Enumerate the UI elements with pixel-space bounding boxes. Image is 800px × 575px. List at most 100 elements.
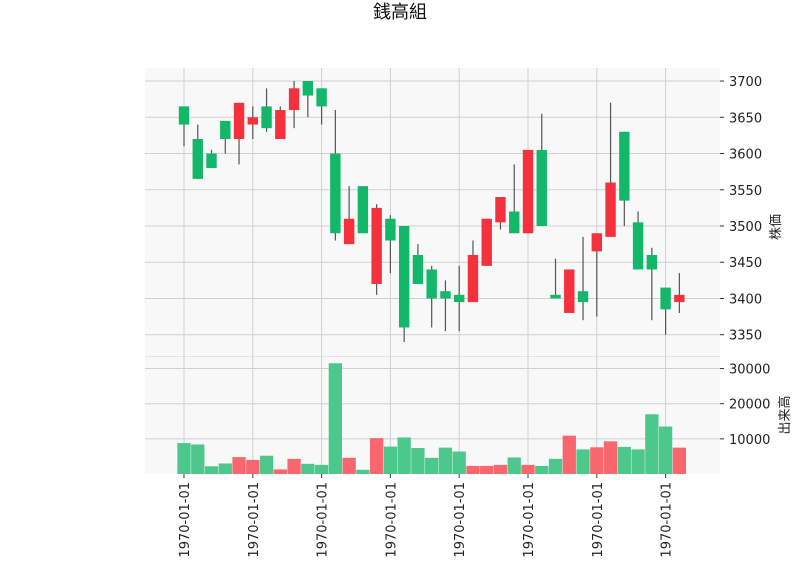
candle-body <box>577 291 589 303</box>
candle <box>247 106 258 140</box>
candle <box>371 204 382 295</box>
candle-body <box>371 207 382 284</box>
volume-bar <box>287 458 301 474</box>
candle <box>206 149 217 169</box>
candle-body <box>206 153 217 169</box>
volume-bar <box>645 414 659 474</box>
candle <box>577 236 589 321</box>
volume-bar <box>603 441 618 474</box>
volume-bar <box>452 451 466 474</box>
candle-body <box>275 110 286 140</box>
volume-bar <box>466 465 480 474</box>
volume-bar <box>590 447 604 474</box>
candle-body <box>288 88 300 111</box>
volume-bar <box>273 469 287 474</box>
volume-bar <box>177 443 191 474</box>
x-tick-label: 1970-01-01 <box>384 482 399 558</box>
candle-body <box>412 254 424 284</box>
candle-body <box>674 294 685 303</box>
candle-body <box>398 225 410 328</box>
x-axis: 1970-01-01 1970-01-01 1970-01-01 1970-01-01… <box>178 474 675 558</box>
x-tick-label: 1970-01-01 <box>453 482 468 558</box>
candle <box>440 280 451 332</box>
candle-body <box>385 218 396 241</box>
volume-bar <box>576 449 590 474</box>
candle-body <box>550 294 561 299</box>
candle <box>632 211 644 270</box>
price-tick-label: 3600 <box>729 148 762 163</box>
candle <box>233 102 245 165</box>
candle <box>481 218 492 266</box>
candle <box>302 81 314 118</box>
volume-bar <box>425 457 439 474</box>
price-tick-label: 3400 <box>729 292 762 307</box>
candle <box>192 124 203 179</box>
volume-bar <box>397 437 411 474</box>
candle-body <box>192 139 203 179</box>
x-tick-label: 1970-01-01 <box>660 482 675 558</box>
volume-bar <box>535 465 549 474</box>
volume-bar <box>232 457 246 474</box>
price-tick-label: 3450 <box>729 256 762 271</box>
candle <box>646 247 658 321</box>
candle <box>591 233 602 317</box>
candle <box>330 110 341 241</box>
volume-bar <box>342 457 356 474</box>
candle <box>385 215 396 274</box>
price-axis: 3350 3400 3450 3500 3550 3600 3650 3700 <box>720 75 762 344</box>
volume-bar <box>521 464 535 474</box>
candle <box>495 197 506 230</box>
candle-body <box>343 218 355 245</box>
candle-body <box>316 88 327 107</box>
candle <box>536 113 547 226</box>
volume-axis-label: 出来高 <box>777 395 793 434</box>
volume-bar <box>369 438 384 474</box>
candle <box>357 186 369 234</box>
price-tick-label: 3500 <box>729 220 762 235</box>
candle <box>522 149 534 234</box>
volume-bar <box>328 363 343 474</box>
candle-body <box>261 106 272 129</box>
chart-title: 銭高組 <box>373 2 427 23</box>
candle-body <box>646 254 658 270</box>
candle <box>426 265 437 328</box>
candle <box>619 131 630 226</box>
candle <box>674 273 685 313</box>
volume-tick-label: 10000 <box>729 433 770 448</box>
volume-bar <box>314 464 329 474</box>
volume-bar <box>218 463 232 474</box>
candle <box>261 88 272 132</box>
volume-bar <box>246 459 260 474</box>
candle-body <box>522 149 534 234</box>
x-tick-label: 1970-01-01 <box>522 482 537 558</box>
price-tick-label: 3700 <box>729 75 762 90</box>
candle-body <box>591 233 602 252</box>
volume-bars <box>177 363 687 474</box>
candle-body <box>509 211 520 234</box>
candle-body <box>220 120 231 140</box>
candle <box>550 258 561 299</box>
volume-axis: 10000 20000 30000 <box>720 363 770 448</box>
candle-body <box>660 287 671 310</box>
candles <box>178 81 685 342</box>
volume-bar <box>383 446 398 474</box>
candle-body <box>632 222 644 270</box>
candle-body <box>233 102 245 140</box>
candle <box>660 287 671 335</box>
price-tick-label: 3650 <box>729 111 762 126</box>
volume-tick-label: 20000 <box>729 398 770 413</box>
x-tick-label: 1970-01-01 <box>247 482 262 558</box>
volume-bar <box>617 446 631 474</box>
candle <box>467 240 479 303</box>
candle-body <box>564 269 575 313</box>
candle-body <box>481 218 492 266</box>
volume-bar <box>493 464 508 474</box>
candle-body <box>357 186 369 234</box>
candle-body <box>536 149 547 226</box>
candle <box>398 225 410 342</box>
candle <box>564 269 575 313</box>
volume-bar <box>507 457 521 474</box>
candle <box>178 106 190 147</box>
candle-body <box>247 117 258 125</box>
candle <box>316 88 327 125</box>
